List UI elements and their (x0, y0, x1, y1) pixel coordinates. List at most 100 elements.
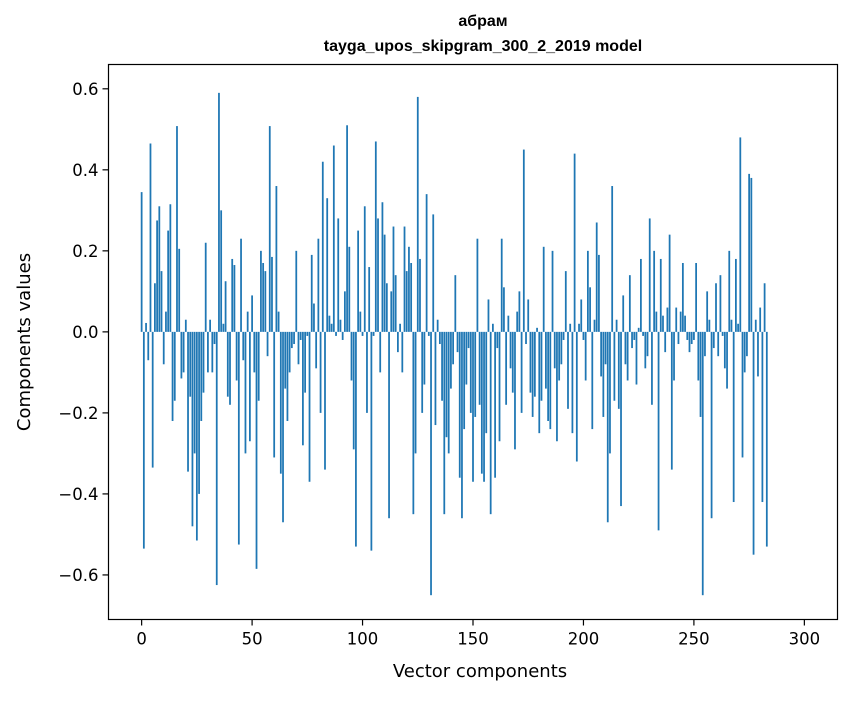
bar-component-226 (640, 258, 642, 332)
bar-component-125 (416, 96, 419, 332)
bar-component-188 (556, 331, 558, 442)
bar-component-146 (463, 331, 466, 430)
bar-component-168 (511, 331, 514, 393)
bar-component-211 (606, 331, 609, 523)
bar-component-50 (251, 295, 253, 332)
bar-component-273 (743, 331, 746, 373)
bar-component-150 (472, 331, 474, 482)
bar-component-59 (271, 256, 273, 332)
plot-frame (107, 63, 839, 621)
bar-component-231 (651, 331, 653, 405)
bar-component-194 (569, 323, 572, 332)
bar-component-14 (171, 331, 174, 421)
bar-component-100 (361, 331, 364, 336)
bar-component-87 (332, 145, 335, 332)
bar-component-68 (290, 331, 293, 349)
bar-component-212 (609, 331, 611, 454)
bar-component-259 (712, 331, 715, 349)
bar-component-74 (304, 331, 306, 393)
bar-component-213 (611, 186, 614, 332)
bar-component-55 (262, 263, 265, 332)
bar-component-128 (423, 331, 426, 385)
bar-component-250 (693, 331, 695, 340)
bar-component-18 (180, 331, 183, 379)
bar-component-111 (385, 283, 388, 332)
bar-component-209 (602, 331, 605, 417)
bar-component-160 (494, 331, 496, 478)
bar-component-268 (732, 331, 735, 503)
bar-component-13 (169, 204, 172, 332)
bar-component-97 (355, 331, 357, 547)
bar-component-267 (730, 319, 733, 332)
bar-component-255 (704, 331, 706, 357)
y-axis-ticks: −0.6 −0.4 −0.2 0.0 0.2 0.4 0.6 (58, 80, 109, 585)
bar-component-148 (467, 331, 470, 349)
bar-component-281 (761, 331, 764, 503)
bar-component-216 (617, 331, 620, 409)
bar-component-152 (476, 238, 479, 332)
bar-component-26 (198, 331, 200, 494)
bar-component-277 (752, 331, 755, 555)
x-tick-label: 50 (242, 630, 263, 649)
bar-component-190 (560, 331, 563, 365)
bar-component-182 (542, 246, 545, 332)
bar-component-124 (414, 331, 417, 454)
bar-component-244 (679, 311, 682, 332)
bar-component-95 (350, 331, 353, 381)
bar-component-217 (620, 331, 622, 507)
bar-component-145 (461, 331, 463, 519)
bar-component-143 (456, 331, 459, 353)
bar-component-103 (368, 267, 371, 332)
bar-component-234 (657, 331, 660, 531)
bar-component-200 (582, 331, 585, 340)
bar-component-175 (527, 299, 530, 332)
bar-component-225 (637, 327, 640, 332)
bar-component-164 (503, 287, 505, 332)
bar-component-237 (664, 331, 667, 353)
bar-component-245 (681, 263, 684, 332)
bar-component-71 (297, 331, 300, 365)
bar-component-229 (646, 331, 649, 357)
bar-component-235 (659, 258, 662, 332)
bar-component-207 (598, 254, 600, 332)
bar-component-173 (522, 149, 525, 332)
bar-component-206 (595, 222, 598, 332)
bar-component-179 (536, 327, 538, 332)
bar-component-186 (551, 250, 554, 332)
bar-component-65 (284, 331, 287, 389)
bar-component-69 (293, 331, 295, 345)
bar-component-122 (410, 263, 413, 332)
bar-component-161 (496, 331, 499, 349)
bar-component-278 (754, 319, 757, 332)
bar-component-104 (370, 331, 373, 551)
bar-component-155 (483, 331, 485, 482)
bar-component-11 (165, 311, 167, 332)
bar-component-236 (662, 315, 664, 332)
bar-component-114 (392, 226, 395, 332)
bar-component-227 (642, 331, 644, 336)
bar-component-203 (589, 287, 591, 332)
chart-title-word: абрам (458, 13, 507, 30)
bar-component-271 (739, 137, 742, 332)
bar-component-238 (666, 307, 669, 332)
bar-component-105 (372, 331, 375, 336)
bar-component-165 (505, 331, 508, 405)
bar-component-136 (441, 331, 443, 401)
bar-component-96 (352, 331, 355, 450)
bar-component-230 (648, 218, 651, 332)
bar-component-0 (140, 192, 143, 332)
x-tick-label: 300 (789, 630, 821, 649)
bar-component-99 (359, 311, 362, 332)
bar-component-151 (474, 331, 477, 417)
bar-component-106 (374, 141, 377, 332)
bar-component-144 (458, 331, 461, 478)
bar-component-21 (187, 331, 189, 472)
bar-component-241 (673, 331, 675, 381)
bar-component-166 (507, 315, 510, 332)
bar-component-181 (540, 331, 543, 401)
bar-component-70 (295, 250, 298, 332)
x-tick-label: 200 (568, 630, 600, 649)
chart-title-model: tayga_upos_skipgram_300_2_2019 model (324, 38, 642, 55)
bar-component-115 (394, 275, 397, 332)
bar-component-49 (249, 331, 251, 442)
